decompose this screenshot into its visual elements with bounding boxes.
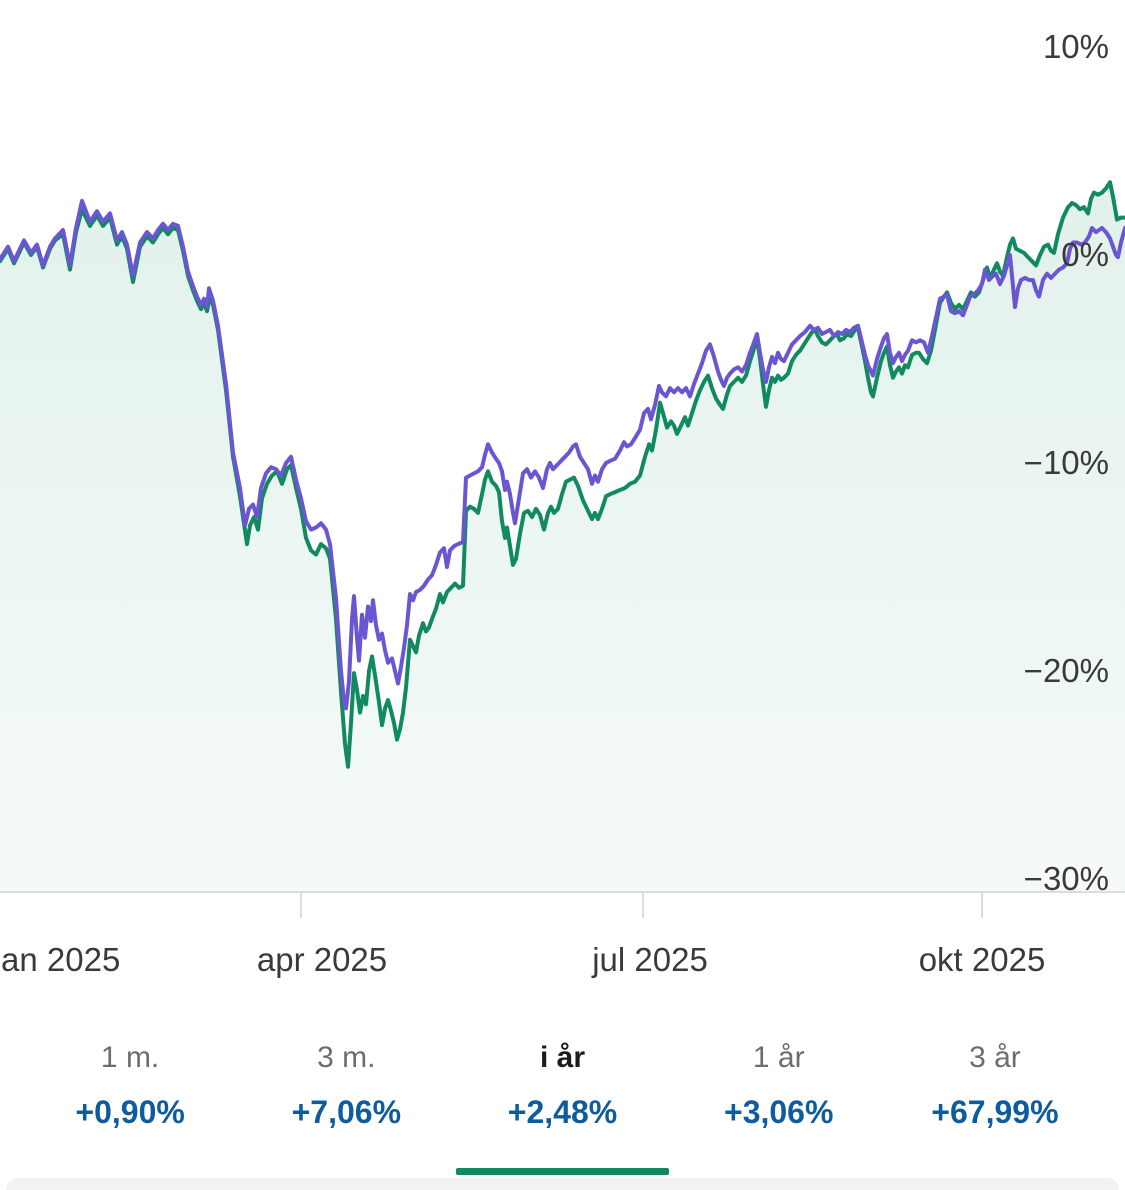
period-tab-label: i år: [539, 1041, 586, 1074]
x-axis-tick-label: apr 2025: [256, 941, 388, 978]
y-axis-tick-label: 10%: [1042, 28, 1109, 65]
period-tab-label: 1 m.: [100, 1041, 160, 1074]
period-tab-3m[interactable]: 3 m. +7,06%: [238, 1030, 454, 1175]
y-axis-tick-label: −30%: [1023, 860, 1109, 897]
period-tab-value: +3,06%: [724, 1094, 834, 1130]
period-tab-3y[interactable]: 3 år +67,99%: [887, 1030, 1103, 1175]
period-tab-value: +2,48%: [507, 1094, 618, 1130]
chart-svg: [0, 180, 1125, 918]
y-axis-tick-label: −20%: [1023, 652, 1109, 689]
purple-line-series: [0, 198, 1125, 711]
x-axis-tick-label: jan 2025: [0, 941, 121, 978]
period-tab-label: 3 m.: [317, 1041, 376, 1074]
y-axis-tick-label: −10%: [1023, 444, 1109, 481]
period-tab-value: +7,06%: [291, 1094, 402, 1130]
x-axis-tick-label: okt 2025: [918, 941, 1046, 978]
period-tab-label: 1 år: [752, 1041, 805, 1074]
selected-tab-underline: [456, 1168, 669, 1175]
period-tabs: 1 m. +0,90% 3 m. +7,06% i år +2,48% 1 år…: [0, 1030, 1125, 1175]
chart-area[interactable]: 10% 0% −10% −20% −30%: [0, 0, 1125, 925]
period-tab-1y[interactable]: 1 år +3,06%: [671, 1030, 887, 1175]
green-area-fill: [0, 182, 1125, 892]
period-tab-ytd[interactable]: i år +2,48%: [454, 1030, 670, 1175]
period-tab-value: +67,99%: [931, 1094, 1059, 1130]
next-card-top-edge: [6, 1178, 1119, 1190]
period-tab-value: +0,90%: [75, 1094, 185, 1130]
y-axis-tick-label: 0%: [1061, 236, 1109, 273]
x-axis-tick-label: jul 2025: [592, 941, 708, 978]
period-tab-1m[interactable]: 1 m. +0,90%: [22, 1030, 238, 1175]
period-tab-label: 3 år: [969, 1041, 1021, 1074]
